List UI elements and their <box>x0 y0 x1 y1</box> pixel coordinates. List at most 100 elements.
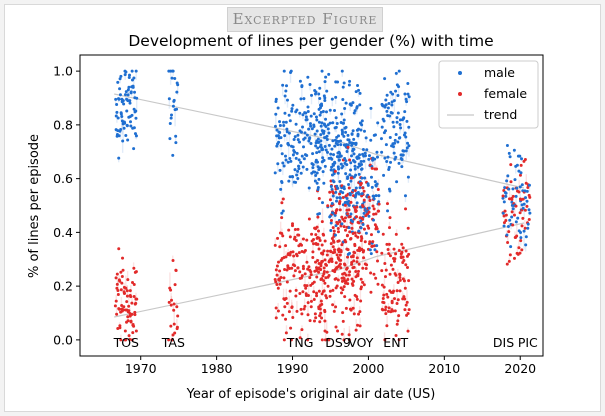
male-point <box>352 141 356 145</box>
female-point <box>400 242 404 246</box>
male-point <box>516 216 520 220</box>
male-point <box>348 79 352 83</box>
female-point <box>303 249 307 253</box>
female-point <box>357 312 361 316</box>
male-point <box>332 180 336 184</box>
male-point <box>330 157 334 161</box>
female-point <box>320 292 324 296</box>
male-point <box>316 185 320 189</box>
male-point <box>333 109 337 113</box>
male-point <box>345 163 349 167</box>
female-point <box>401 255 405 259</box>
female-point <box>518 211 522 215</box>
female-point <box>346 145 350 149</box>
male-point <box>369 252 373 256</box>
male-point <box>341 85 345 89</box>
female-point <box>385 242 389 246</box>
female-point <box>323 281 327 285</box>
female-point <box>352 265 356 269</box>
female-point <box>125 294 129 298</box>
male-point <box>306 110 310 114</box>
series-label: TAS <box>161 335 185 350</box>
male-point <box>340 69 344 73</box>
female-point <box>344 306 348 310</box>
male-point <box>522 229 526 233</box>
male-point <box>368 248 372 252</box>
x-axis-label: Year of episode's original air date (US) <box>186 387 436 402</box>
male-point <box>360 123 364 127</box>
female-point <box>285 301 289 305</box>
male-point <box>327 131 331 135</box>
male-point <box>333 213 337 217</box>
female-point <box>395 289 399 293</box>
female-point <box>335 253 339 257</box>
female-point <box>501 194 505 198</box>
male-point <box>298 111 302 115</box>
male-point <box>344 172 348 176</box>
female-point <box>303 304 307 308</box>
male-point <box>318 113 322 117</box>
male-point <box>318 166 322 170</box>
female-point <box>510 210 514 214</box>
female-point <box>174 269 178 273</box>
male-point <box>388 189 392 193</box>
male-point <box>349 168 353 172</box>
female-point <box>312 297 316 301</box>
female-point <box>298 270 302 274</box>
male-point <box>115 110 119 114</box>
male-point <box>299 171 303 175</box>
male-point <box>274 112 278 116</box>
male-point <box>336 165 340 169</box>
female-point <box>331 288 335 292</box>
legend-box <box>438 60 539 129</box>
female-point <box>404 249 408 253</box>
male-point <box>123 121 127 125</box>
male-point <box>350 154 354 158</box>
female-point <box>349 237 353 241</box>
male-point <box>134 109 138 113</box>
female-point <box>344 240 348 244</box>
female-point <box>351 306 355 310</box>
male-point <box>296 138 300 142</box>
female-point <box>402 279 406 283</box>
male-point <box>347 138 351 142</box>
female-point <box>361 205 365 209</box>
male-point <box>390 111 394 115</box>
male-point <box>503 186 507 190</box>
female-point <box>172 322 176 326</box>
male-point <box>301 113 305 117</box>
male-point <box>290 109 294 113</box>
male-point <box>386 155 390 159</box>
female-point <box>523 208 527 212</box>
male-point <box>296 169 300 173</box>
female-point <box>383 338 387 342</box>
male-point <box>168 122 172 126</box>
female-point <box>518 251 522 255</box>
female-point <box>320 302 324 306</box>
female-point <box>398 278 402 282</box>
male-point <box>322 131 326 135</box>
female-point <box>340 332 344 336</box>
male-point <box>339 162 343 166</box>
male-point <box>388 114 392 118</box>
female-point <box>325 270 329 274</box>
male-point <box>364 154 368 158</box>
female-point <box>338 192 342 196</box>
female-point <box>391 309 395 313</box>
female-point <box>376 259 380 263</box>
male-point <box>345 150 349 154</box>
female-point <box>320 220 324 224</box>
male-point <box>117 156 121 160</box>
female-point <box>504 213 508 217</box>
male-point <box>373 133 377 137</box>
female-point <box>299 307 303 311</box>
female-point <box>320 277 324 281</box>
male-point <box>365 148 369 152</box>
male-point <box>330 165 334 169</box>
series-label: VOY <box>348 335 373 350</box>
female-point <box>351 283 355 287</box>
female-point <box>359 277 363 281</box>
male-point <box>403 194 407 198</box>
male-point <box>278 120 282 124</box>
male-point <box>359 167 363 171</box>
